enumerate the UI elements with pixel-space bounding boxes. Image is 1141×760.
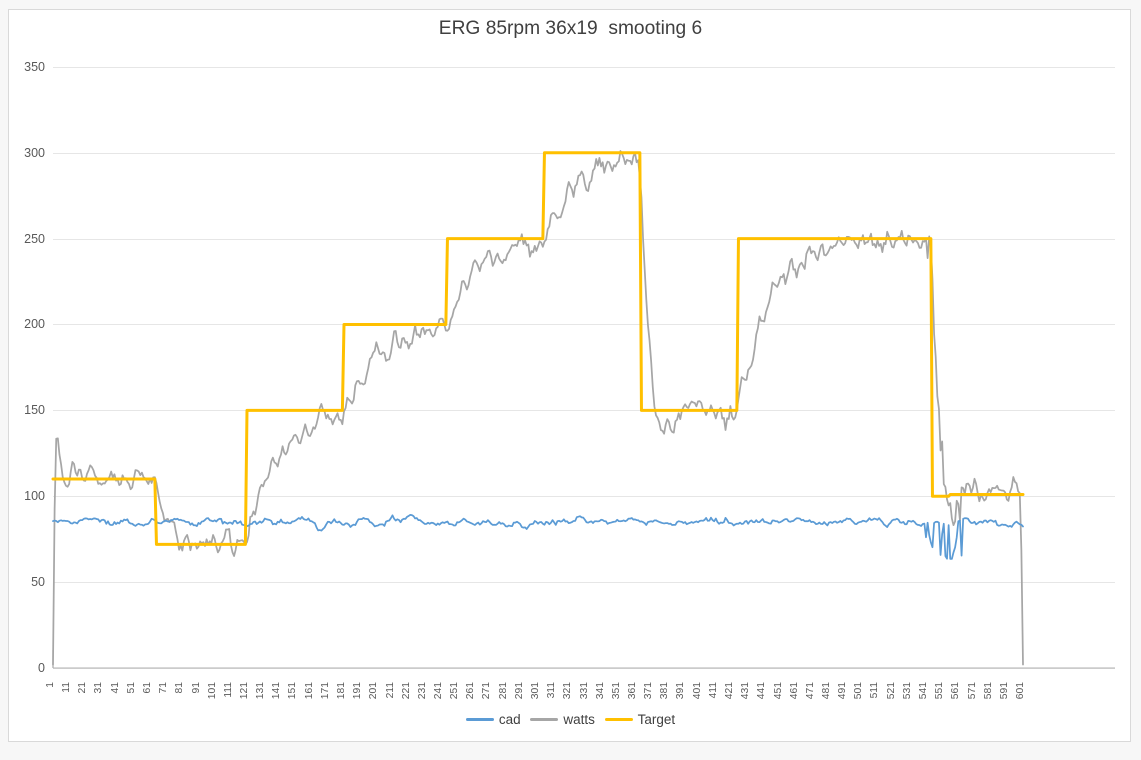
- svg-text:101: 101: [207, 682, 218, 699]
- svg-text:501: 501: [853, 682, 864, 699]
- svg-text:261: 261: [465, 682, 476, 699]
- svg-text:471: 471: [805, 682, 816, 699]
- svg-text:431: 431: [740, 682, 751, 699]
- svg-text:111: 111: [223, 682, 234, 698]
- svg-text:571: 571: [967, 682, 978, 699]
- svg-text:91: 91: [191, 682, 202, 694]
- svg-text:541: 541: [918, 682, 929, 699]
- svg-text:231: 231: [417, 682, 428, 699]
- svg-text:331: 331: [579, 682, 590, 699]
- svg-text:321: 321: [562, 682, 573, 699]
- svg-text:151: 151: [287, 682, 298, 699]
- svg-text:141: 141: [271, 682, 282, 699]
- svg-text:131: 131: [255, 682, 266, 699]
- svg-text:561: 561: [950, 682, 961, 699]
- svg-text:241: 241: [433, 682, 444, 699]
- svg-text:250: 250: [24, 232, 45, 246]
- svg-text:361: 361: [627, 682, 638, 699]
- svg-text:581: 581: [983, 682, 994, 699]
- svg-text:411: 411: [708, 682, 719, 699]
- svg-text:100: 100: [24, 489, 45, 503]
- svg-text:81: 81: [174, 682, 185, 694]
- svg-text:200: 200: [24, 317, 45, 331]
- svg-text:281: 281: [498, 682, 509, 699]
- svg-text:391: 391: [675, 682, 686, 699]
- svg-text:350: 350: [24, 60, 45, 74]
- svg-text:291: 291: [514, 682, 525, 699]
- svg-text:481: 481: [821, 682, 832, 699]
- svg-text:301: 301: [530, 682, 541, 699]
- svg-text:300: 300: [24, 146, 45, 160]
- svg-text:51: 51: [126, 682, 137, 694]
- svg-text:421: 421: [724, 682, 735, 699]
- svg-text:351: 351: [611, 682, 622, 699]
- svg-text:551: 551: [934, 682, 945, 699]
- svg-text:451: 451: [773, 682, 784, 699]
- svg-text:221: 221: [401, 682, 412, 699]
- svg-text:381: 381: [659, 682, 670, 699]
- svg-text:441: 441: [756, 682, 767, 699]
- svg-text:601: 601: [1015, 682, 1026, 699]
- svg-text:191: 191: [352, 682, 363, 699]
- svg-text:1: 1: [45, 682, 56, 688]
- svg-text:211: 211: [385, 682, 396, 699]
- svg-text:521: 521: [886, 682, 897, 699]
- svg-text:161: 161: [304, 682, 315, 699]
- svg-text:251: 251: [449, 682, 460, 699]
- svg-text:121: 121: [239, 682, 250, 699]
- svg-text:371: 371: [643, 682, 654, 699]
- svg-text:31: 31: [93, 682, 104, 694]
- svg-text:311: 311: [546, 682, 557, 699]
- svg-text:61: 61: [142, 682, 153, 694]
- svg-text:11: 11: [61, 682, 72, 693]
- svg-text:50: 50: [31, 575, 45, 589]
- svg-text:271: 271: [481, 682, 492, 699]
- svg-text:201: 201: [368, 682, 379, 699]
- svg-text:171: 171: [320, 682, 331, 699]
- svg-text:591: 591: [999, 682, 1010, 699]
- svg-text:41: 41: [110, 682, 121, 694]
- svg-text:21: 21: [77, 682, 88, 694]
- svg-text:341: 341: [595, 682, 606, 699]
- svg-text:181: 181: [336, 682, 347, 699]
- svg-text:461: 461: [789, 682, 800, 699]
- svg-text:150: 150: [24, 403, 45, 417]
- svg-text:71: 71: [158, 682, 169, 694]
- svg-text:531: 531: [902, 682, 913, 699]
- svg-text:0: 0: [38, 661, 45, 675]
- svg-text:401: 401: [692, 682, 703, 699]
- svg-text:511: 511: [869, 682, 880, 699]
- svg-text:491: 491: [837, 682, 848, 699]
